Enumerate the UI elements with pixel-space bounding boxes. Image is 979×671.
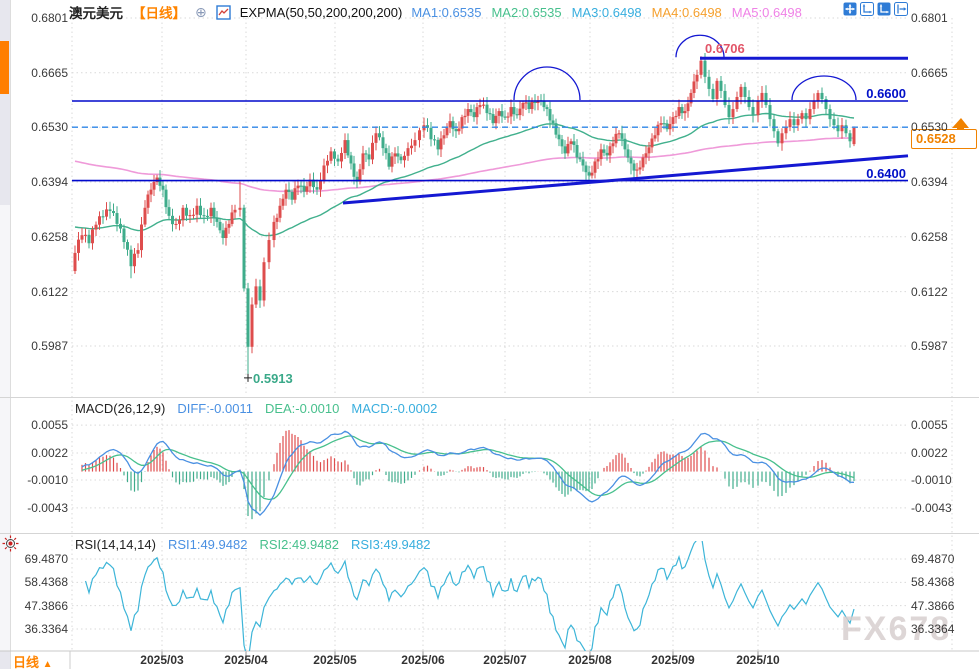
macd-dea-value: DEA:-0.0010 bbox=[264, 401, 340, 416]
chart-header: 澳元美元 【日线】 ⊕ EXPMA(50,50,200,200,200) MA1… bbox=[69, 2, 802, 22]
main-axis-label-right: 0.6394 bbox=[911, 175, 948, 189]
main-axis-label-right: 0.6801 bbox=[911, 11, 948, 25]
rsi-axis-label-left: 69.4870 bbox=[24, 552, 68, 566]
main-axis-label-right: 0.5987 bbox=[911, 339, 948, 353]
macd-axis-label-left: 0.0055 bbox=[31, 418, 68, 433]
level-6400-label: 0.6400 bbox=[866, 166, 906, 181]
ma-value-label: MA1:0.6535 bbox=[411, 4, 482, 20]
rsi3-value: RSI3:49.9482 bbox=[350, 537, 431, 552]
x-axis-month-label: 2025/04 bbox=[224, 653, 268, 667]
level-6600-label: 0.6600 bbox=[866, 86, 906, 101]
main-axis-label-left: 0.6665 bbox=[31, 65, 68, 80]
exit-chart-icon[interactable] bbox=[894, 2, 908, 16]
main-axis-label-right: 0.6665 bbox=[911, 65, 948, 80]
rsi-axis-label-left: 36.3364 bbox=[24, 622, 68, 636]
macd-axis-label-right: -0.0043 bbox=[911, 500, 952, 515]
ma-value-label: MA2:0.6535 bbox=[491, 4, 562, 20]
main-axis-label-left: 0.5987 bbox=[31, 339, 68, 353]
ma-value-label: MA4:0.6498 bbox=[651, 4, 722, 20]
main-axis-label-left: 0.6258 bbox=[31, 229, 68, 244]
macd-axis-label-right: 0.0022 bbox=[911, 446, 948, 460]
symbol-name: 澳元美元 bbox=[69, 6, 123, 21]
ma-value-label: MA3:0.6498 bbox=[571, 4, 642, 20]
period-tag[interactable]: 【日线】 bbox=[132, 6, 186, 21]
macd-axis-label-left: 0.0022 bbox=[31, 446, 68, 460]
axis-scale-icon[interactable] bbox=[877, 2, 891, 16]
left-scroll-strip-bottom[interactable] bbox=[0, 651, 10, 669]
add-indicator-icon[interactable]: ⊕ bbox=[195, 3, 207, 20]
rsi1-value: RSI1:49.9482 bbox=[167, 537, 248, 552]
chart-type-icon[interactable] bbox=[216, 4, 231, 20]
macd-axis-label-right: -0.0010 bbox=[911, 472, 952, 487]
left-scroll-thumb[interactable] bbox=[0, 41, 9, 94]
rsi-title-row: RSI(14,14,14) RSI1:49.9482 RSI2:49.9482 … bbox=[75, 537, 430, 552]
period-selector[interactable]: 日线 ▲ bbox=[13, 652, 53, 671]
main-axis-label-left: 0.6122 bbox=[31, 284, 68, 299]
period-label: 日线 bbox=[13, 655, 40, 670]
watermark: FX678 bbox=[841, 610, 952, 648]
x-axis-month-label: 2025/06 bbox=[401, 653, 445, 667]
main-axis-label-left: 0.6394 bbox=[31, 175, 68, 189]
ma-values: MA1:0.6535 MA2:0.6535 MA3:0.6498 MA4:0.6498… bbox=[411, 5, 802, 20]
left-scroll-strip-track[interactable] bbox=[0, 205, 10, 651]
resistance-price-label: 0.6706 bbox=[705, 41, 745, 56]
x-axis-month-label: 2025/05 bbox=[313, 653, 357, 667]
left-scroll-strip[interactable] bbox=[0, 0, 10, 205]
macd-diff-value: DIFF:-0.0011 bbox=[177, 401, 253, 416]
chart-toolbar bbox=[843, 2, 908, 16]
main-axis-label-left: 0.6530 bbox=[31, 120, 68, 135]
x-axis-month-label: 2025/07 bbox=[483, 653, 527, 667]
divider bbox=[10, 0, 11, 669]
main-axis-label-right: 0.6122 bbox=[911, 284, 948, 299]
x-axis-month-label: 2025/09 bbox=[651, 653, 695, 667]
current-price-box: 0.6528 bbox=[911, 129, 977, 149]
macd-axis-label-left: -0.0043 bbox=[27, 500, 68, 515]
low-price-label: 0.5913 bbox=[253, 371, 293, 386]
rsi-title: RSI(14,14,14) bbox=[75, 537, 156, 552]
rsi-axis-label-right: 36.3364 bbox=[911, 622, 955, 636]
move-icon[interactable] bbox=[843, 2, 857, 16]
rsi-axis-label-left: 47.3866 bbox=[24, 598, 68, 613]
macd-title-row: MACD(26,12,9) DIFF:-0.0011 DEA:-0.0010 M… bbox=[75, 401, 437, 416]
main-axis-label-left: 0.6801 bbox=[31, 11, 68, 25]
rsi-axis-label-right: 58.4368 bbox=[911, 575, 955, 590]
ma-value-label: MA5:0.6498 bbox=[731, 4, 802, 20]
x-axis-month-label: 2025/08 bbox=[568, 653, 612, 667]
x-axis-month-label: 2025/10 bbox=[736, 653, 780, 667]
macd-hist-value: MACD:-0.0002 bbox=[351, 401, 438, 416]
indicator-name[interactable]: EXPMA(50,50,200,200,200) bbox=[239, 4, 403, 20]
x-axis-month-label: 2025/03 bbox=[140, 653, 184, 667]
rsi-axis-label-right: 47.3866 bbox=[911, 598, 955, 613]
period-arrow-icon: ▲ bbox=[42, 659, 53, 670]
indicator-settings-sun-icon[interactable] bbox=[2, 535, 19, 552]
rsi2-value: RSI2:49.9482 bbox=[259, 537, 339, 552]
macd-axis-label-right: 0.0055 bbox=[911, 418, 948, 433]
main-axis-label-right: 0.6258 bbox=[911, 229, 948, 244]
macd-axis-label-left: -0.0010 bbox=[27, 472, 68, 487]
rsi-axis-label-left: 58.4368 bbox=[24, 575, 68, 590]
macd-title: MACD(26,12,9) bbox=[75, 401, 166, 416]
main-axis-label-right: 0.6530 bbox=[911, 120, 948, 135]
axis-zoom-icon[interactable] bbox=[860, 2, 874, 16]
rsi-axis-label-right: 69.4870 bbox=[911, 552, 955, 566]
